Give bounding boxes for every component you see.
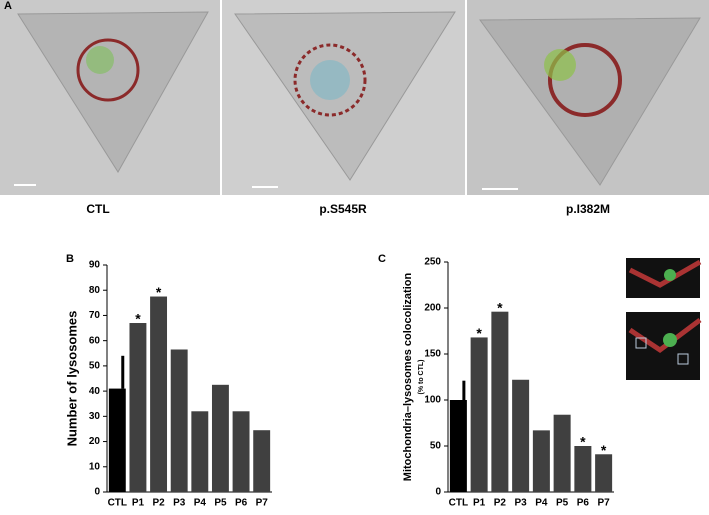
- bar: [191, 411, 209, 492]
- image-caption: p.S545R: [319, 202, 367, 216]
- bar: [532, 430, 550, 492]
- panel-label: A: [4, 0, 12, 12]
- inset-box: [635, 337, 647, 349]
- y-tick-label: 0: [94, 487, 100, 498]
- y-tick-label: 80: [89, 285, 101, 296]
- y-axis-label: Number of lysosomes: [64, 311, 79, 447]
- x-tick-label: P3: [173, 498, 186, 509]
- y-tick-label: 150: [424, 349, 441, 360]
- y-tick-label: 40: [89, 386, 101, 397]
- inset-mito: [628, 259, 702, 288]
- x-tick-label: CTL: [449, 498, 468, 509]
- bar: [170, 349, 188, 492]
- bar: [595, 454, 613, 492]
- y-tick-label: 60: [89, 335, 101, 346]
- scale-bar: [482, 188, 518, 190]
- inset-image: [626, 258, 700, 298]
- y-tick-label: 250: [424, 257, 441, 268]
- y-tick-label: 70: [89, 310, 101, 321]
- x-tick-label: P5: [214, 498, 227, 509]
- x-tick-label: P6: [235, 498, 248, 509]
- x-tick-label: P7: [598, 498, 611, 509]
- image-caption: p.I382M: [566, 202, 610, 216]
- x-tick-label: P2: [152, 498, 165, 509]
- mitochondria: [548, 43, 622, 117]
- micrographs: [0, 0, 709, 195]
- panel-label: B: [66, 253, 74, 265]
- x-tick-label: P1: [132, 498, 145, 509]
- bar: [470, 337, 488, 492]
- inset-lyso: [663, 333, 677, 347]
- bar: [129, 323, 147, 492]
- bar: [449, 400, 467, 492]
- mitochondria: [76, 38, 140, 102]
- significance-mark: *: [580, 434, 586, 450]
- cell-outline: [479, 17, 701, 186]
- bar: [491, 311, 509, 492]
- y-tick-label: 90: [89, 260, 101, 271]
- bar: [553, 414, 571, 492]
- x-tick-label: P5: [556, 498, 569, 509]
- y-tick-label: 20: [89, 436, 101, 447]
- significance-mark: *: [476, 325, 482, 341]
- lysosomes: [310, 60, 350, 100]
- inset-lyso: [664, 269, 676, 281]
- x-tick-label: P2: [494, 498, 507, 509]
- y-axis-label: Mitochondria–lysosomes colocolization: [402, 273, 414, 482]
- y-tick-label: 30: [89, 411, 101, 422]
- y-tick-label: 50: [89, 361, 101, 372]
- x-tick-label: CTL: [108, 498, 127, 509]
- y-tick-label: 100: [424, 395, 441, 406]
- y-tick-label: 200: [424, 303, 441, 314]
- y-axis-sublabel: (% to CTL): [418, 360, 425, 395]
- panel-label: C: [378, 253, 386, 265]
- significance-mark: *: [135, 311, 141, 327]
- significance-mark: *: [497, 299, 503, 315]
- bar: [150, 296, 168, 492]
- x-tick-label: P4: [194, 498, 207, 509]
- significance-mark: *: [156, 284, 162, 300]
- bar: [232, 411, 250, 492]
- bar: [574, 446, 592, 492]
- cell-outline: [17, 11, 209, 173]
- lysosomes: [544, 49, 576, 81]
- y-tick-label: 10: [89, 461, 101, 472]
- cell-outline: [234, 11, 456, 181]
- bar: [253, 430, 271, 492]
- y-tick-label: 50: [430, 441, 442, 452]
- x-tick-label: P4: [535, 498, 548, 509]
- bar: [211, 384, 229, 492]
- mitochondria: [293, 43, 367, 117]
- x-tick-label: P3: [515, 498, 528, 509]
- x-tick-label: P7: [256, 498, 269, 509]
- scale-bar: [252, 186, 278, 188]
- bar: [108, 388, 126, 492]
- x-tick-label: P1: [473, 498, 486, 509]
- lysosomes: [86, 46, 114, 74]
- x-tick-label: P6: [577, 498, 590, 509]
- y-tick-label: 0: [435, 487, 441, 498]
- inset-box: [677, 353, 689, 365]
- image-caption: CTL: [86, 202, 109, 216]
- bar: [512, 379, 530, 492]
- scale-bar: [14, 184, 36, 186]
- insets: [626, 258, 702, 380]
- inset-mito: [628, 318, 702, 354]
- significance-mark: *: [601, 442, 607, 458]
